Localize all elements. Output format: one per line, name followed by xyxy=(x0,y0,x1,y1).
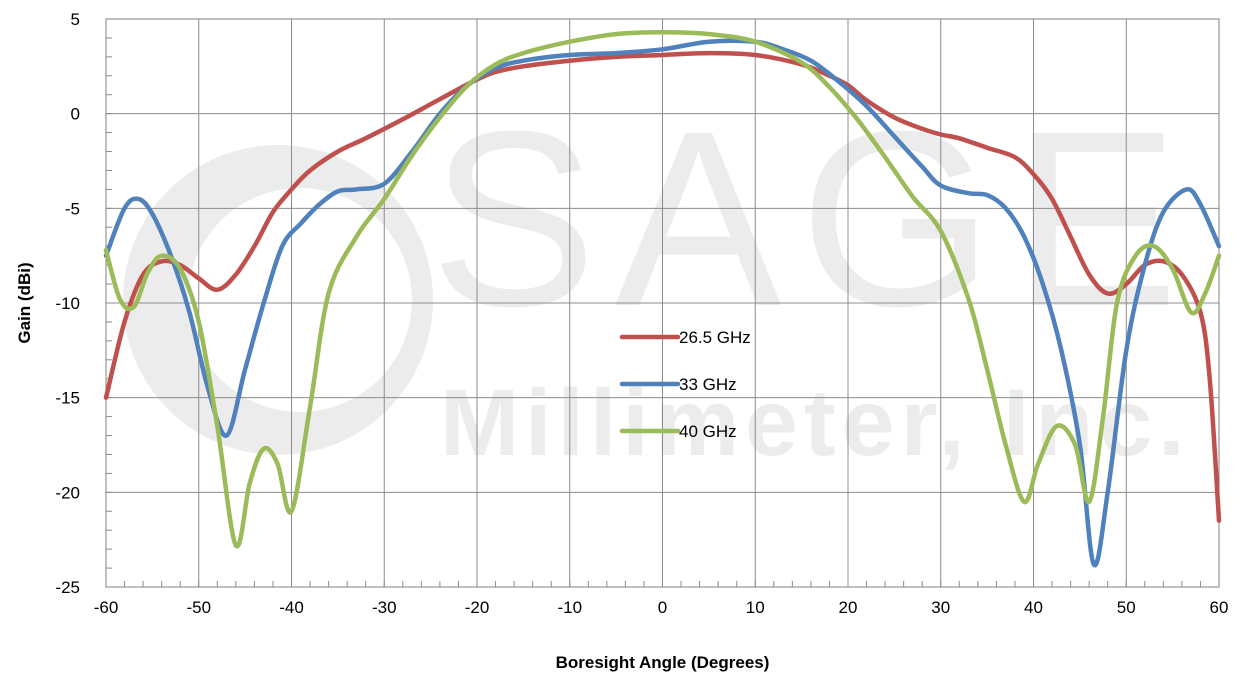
y-tick-label: -25 xyxy=(55,578,80,597)
watermark: SAGE Millimeter, Inc. xyxy=(123,79,1197,476)
x-tick-label: 20 xyxy=(839,598,858,617)
y-tick-label: -10 xyxy=(55,294,80,313)
x-tick-label: 40 xyxy=(1024,598,1043,617)
x-tick-label: 30 xyxy=(931,598,950,617)
y-tick-labels: 5 0 -5 -10 -15 -20 -25 xyxy=(55,10,80,597)
watermark-line2: Millimeter, Inc. xyxy=(440,370,1191,476)
series-line-2 xyxy=(103,30,1222,549)
x-tick-label: 60 xyxy=(1210,598,1229,617)
y-tick-label: -15 xyxy=(55,389,80,408)
x-axis-title: Boresight Angle (Degrees) xyxy=(556,653,770,672)
x-tick-label: -30 xyxy=(372,598,397,617)
legend-label-0: 26.5 GHz xyxy=(679,328,751,347)
y-tick-label: 5 xyxy=(71,10,80,29)
x-tick-labels: -60 -50 -40 -30 -20 -10 0 10 20 30 40 50 60 xyxy=(94,598,1229,617)
y-tick-label: -5 xyxy=(65,199,80,218)
x-tick-label: 0 xyxy=(658,598,667,617)
legend-label-2: 40 GHz xyxy=(679,422,737,441)
x-tick-label: 10 xyxy=(746,598,765,617)
y-tick-label: 0 xyxy=(71,105,80,124)
x-tick-label: -10 xyxy=(557,598,582,617)
series-line-0 xyxy=(103,50,1222,523)
y-tick-label: -20 xyxy=(55,483,80,502)
x-tick-label: -50 xyxy=(186,598,211,617)
x-tick-label: -40 xyxy=(279,598,304,617)
x-tick-label: -20 xyxy=(465,598,490,617)
series-line-1 xyxy=(103,38,1222,568)
watermark-line1: SAGE xyxy=(430,79,1197,358)
minor-ticks xyxy=(105,18,1220,588)
legend-label-1: 33 GHz xyxy=(679,375,737,394)
series-layer xyxy=(103,30,1222,568)
x-tick-label: -60 xyxy=(94,598,119,617)
legend: 26.5 GHz 33 GHz 40 GHz xyxy=(619,328,751,441)
y-axis-title: Gain (dBi) xyxy=(15,262,34,343)
plot-area xyxy=(105,18,1220,588)
x-tick-label: 50 xyxy=(1117,598,1136,617)
